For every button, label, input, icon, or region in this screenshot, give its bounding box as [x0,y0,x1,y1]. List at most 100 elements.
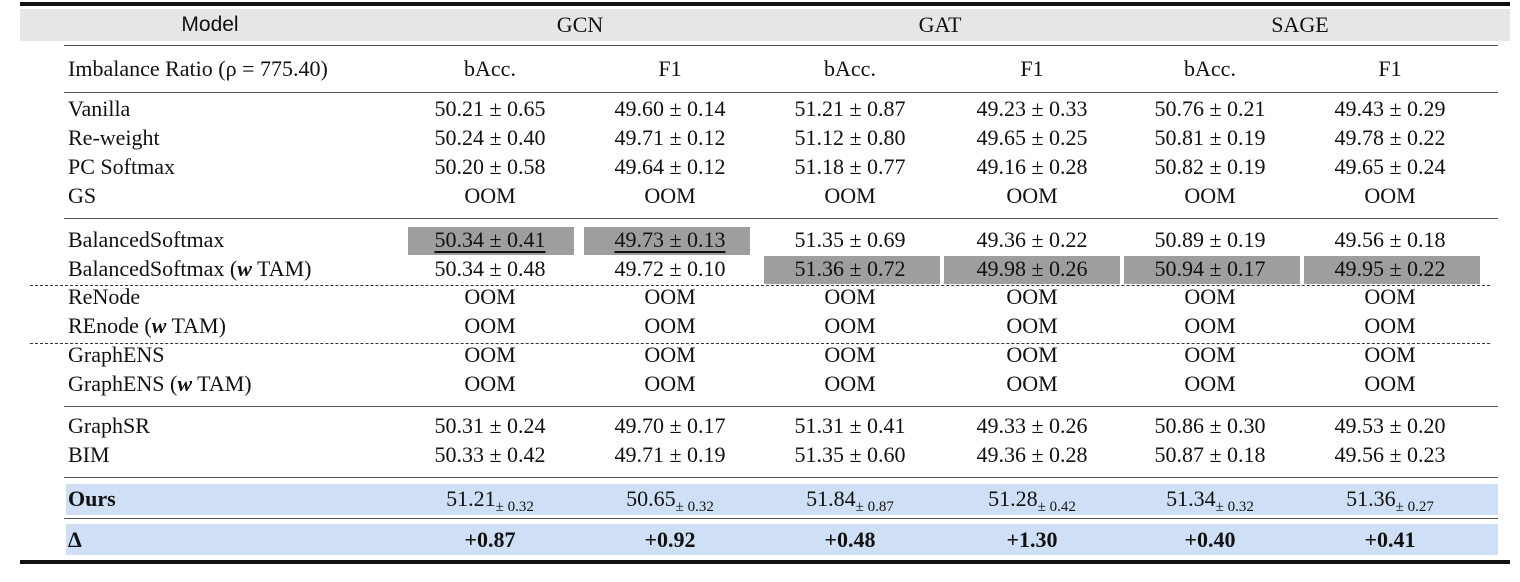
group-header-gcn: GCN [556,12,604,37]
metric-header: bAcc. [824,56,876,81]
ours-std: ± 0.87 [855,499,894,515]
dashed-rule-2 [30,343,1490,344]
metric-header: F1 [1020,56,1044,81]
table-cell: 51.18 ± 0.77 [794,154,906,179]
row-label-w: w [237,256,252,281]
table-cell: 49.33 ± 0.26 [976,413,1088,438]
metric-header: F1 [658,56,682,81]
row-label-post: TAM) [166,313,226,338]
best-gat-f1-highlight [944,256,1120,284]
delta-label: Δ [68,527,82,552]
table-cell: 50.34 ± 0.48 [434,256,546,281]
table-cell: 49.71 ± 0.12 [614,125,726,150]
row-label: GS [68,183,97,208]
table-cell: OOM [464,313,516,338]
ours-std: ± 0.42 [1037,499,1076,515]
best-gcn-f1-highlight [584,227,750,255]
table-cell: 50.87 ± 0.18 [1154,442,1266,467]
row-label: PC Softmax [68,154,175,179]
table-cell: 49.60 ± 0.14 [614,96,726,121]
table-cell: OOM [644,284,696,309]
table-cell: 50.33 ± 0.42 [434,442,546,467]
table-cell: OOM [824,313,876,338]
table-cell: 49.72 ± 0.10 [614,256,726,281]
metric-header: F1 [1378,56,1402,81]
delta-cell: +0.40 [1184,527,1236,552]
table-cell: 49.64 ± 0.12 [614,154,726,179]
table-cell: 49.73 ± 0.13 [614,227,726,252]
header-bottom-rule [64,92,1498,93]
ours-std: ± 0.27 [1395,499,1434,515]
table-cell: OOM [824,284,876,309]
header-divider [64,45,1498,46]
table-cell: 50.24 ± 0.40 [434,125,546,150]
ours-cell: 51.36± 0.27 [1302,485,1478,516]
ours-mean: 51.28 [988,486,1038,511]
delta-cell: +0.41 [1364,527,1416,552]
group-rule-2 [64,406,1498,407]
table-cell: OOM [464,342,516,367]
table-cell: OOM [464,284,516,309]
table-cell: OOM [644,342,696,367]
group-rule-4 [64,518,1498,519]
table-cell: 49.98 ± 0.26 [976,256,1088,281]
table-cell: 50.94 ± 0.17 [1154,256,1266,281]
ours-row-band [66,484,1498,515]
table-cell: 49.56 ± 0.18 [1334,227,1446,252]
row-label: BIM [68,442,110,467]
table-cell: 49.53 ± 0.20 [1334,413,1446,438]
ours-cell: 51.34± 0.32 [1122,485,1298,516]
header-band [20,9,1510,41]
table-cell: 50.86 ± 0.30 [1154,413,1266,438]
ours-std: ± 0.32 [1215,499,1254,515]
table-cell: 50.89 ± 0.19 [1154,227,1266,252]
row-label-w: w [177,371,193,396]
table-cell: 51.21 ± 0.87 [794,96,906,121]
ours-std: ± 0.32 [495,499,534,515]
delta-cell: +0.92 [644,527,696,552]
bottom-rule [20,560,1510,564]
top-rule [20,2,1510,6]
table-cell: 49.65 ± 0.25 [976,125,1088,150]
delta-cell: +1.30 [1006,527,1058,552]
group-header-sage: SAGE [1271,12,1329,37]
group-rule-3 [64,477,1498,478]
table-cell: 51.35 ± 0.60 [794,442,906,467]
best-sage-f1-highlight [1304,256,1480,284]
table-cell: 50.34 ± 0.41 [434,227,546,252]
row-label: Re-weight [68,125,160,150]
row-label-post: TAM) [251,256,312,281]
table-cell: 49.78 ± 0.22 [1334,125,1446,150]
table-cell: OOM [464,183,516,208]
row-label: GraphENS (w TAM) [68,370,252,398]
ours-mean: 51.34 [1166,486,1216,511]
table-cell: OOM [1006,183,1058,208]
table-cell: OOM [1006,313,1058,338]
table-cell: OOM [1364,371,1416,396]
table-cell: OOM [644,371,696,396]
best-sage-bacc-highlight [1124,256,1300,284]
ours-cell: 51.21± 0.32 [402,485,578,516]
metric-header: bAcc. [464,56,516,81]
ours-label: Ours [68,486,116,511]
row-label-pre: REnode ( [68,313,152,338]
table-cell: OOM [644,183,696,208]
table-cell: 50.82 ± 0.19 [1154,154,1266,179]
table-cell: OOM [1364,284,1416,309]
table-cell: 49.65 ± 0.24 [1334,154,1446,179]
table-cell: 51.31 ± 0.41 [794,413,906,438]
table-cell: OOM [824,371,876,396]
table-cell: OOM [1006,342,1058,367]
results-table: Model GCN GAT SAGE Imbalance Ratio (ρ = … [20,0,1510,582]
ours-std: ± 0.32 [675,499,714,515]
row-label: BalancedSoftmax [68,227,225,252]
ours-mean: 51.84 [806,486,856,511]
delta-row-band [66,524,1498,555]
ours-mean: 51.21 [446,486,496,511]
best-gat-bacc-highlight [764,256,940,284]
table-cell: 50.76 ± 0.21 [1154,96,1266,121]
row-label: REnode (w TAM) [68,312,226,340]
table-cell: OOM [1184,371,1236,396]
ours-cell: 51.28± 0.42 [944,485,1120,516]
imbalance-ratio-label: Imbalance Ratio (ρ = 775.40) [68,56,328,81]
